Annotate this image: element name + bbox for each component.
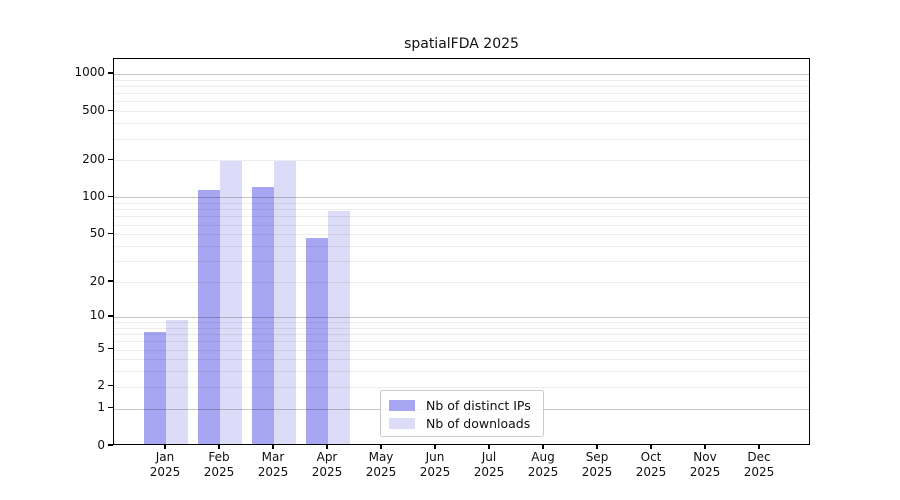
x-tick-mark	[380, 445, 382, 449]
minor-gridline	[114, 93, 809, 95]
y-tick-label: 0	[97, 437, 105, 452]
x-tick-label-jan: Jan 2025	[149, 450, 181, 479]
x-tick-label-jul: Jul 2025	[473, 450, 505, 479]
minor-gridline	[114, 85, 809, 87]
minor-gridline	[114, 322, 809, 323]
minor-gridline	[114, 224, 809, 226]
x-tick-mark	[326, 445, 328, 449]
y-tick-label: 100	[82, 188, 105, 203]
legend-row-downloads: Nb of downloads	[389, 414, 535, 432]
minor-gridline	[114, 123, 809, 125]
minor-gridline	[114, 79, 809, 81]
y-tick-label: 5	[97, 341, 105, 355]
minor-gridline	[114, 371, 809, 373]
plot-area: Nb of distinct IPs Nb of downloads	[113, 58, 810, 445]
bar-downloads-mar	[274, 161, 296, 444]
x-tick-mark	[650, 445, 652, 449]
y-tick-mark	[108, 109, 113, 111]
chart-legend: Nb of distinct IPs Nb of downloads	[380, 390, 544, 437]
x-tick-mark	[164, 445, 166, 449]
x-tick-mark	[704, 445, 706, 449]
minor-gridline	[114, 138, 809, 140]
minor-gridline	[114, 359, 809, 361]
x-tick-label-mar: Mar 2025	[257, 450, 289, 479]
minor-gridline	[114, 111, 809, 113]
x-tick-label-dec: Dec 2025	[743, 450, 775, 479]
y-tick-mark	[108, 158, 113, 161]
x-tick-mark	[596, 445, 598, 449]
minor-gridline	[114, 203, 809, 205]
y-tick-mark	[108, 232, 113, 234]
minor-gridline	[114, 282, 809, 284]
bar-distinct-ips-feb	[198, 190, 220, 444]
y-tick-mark	[108, 195, 113, 198]
bar-downloads-feb	[220, 161, 242, 444]
y-tick-label: 50	[89, 225, 105, 240]
y-tick-label: 1000	[74, 65, 105, 80]
minor-gridline	[114, 341, 809, 343]
minor-gridline	[114, 101, 809, 103]
major-gridline	[114, 197, 809, 199]
x-tick-mark	[542, 445, 544, 449]
chart-title: spatialFDA 2025	[404, 36, 519, 52]
bar-distinct-ips-jan	[144, 332, 166, 444]
x-tick-label-jun: Jun 2025	[419, 450, 451, 479]
minor-gridline	[114, 160, 809, 162]
major-gridline	[114, 316, 809, 318]
y-tick-mark	[108, 385, 113, 387]
y-tick-label: 10	[89, 308, 105, 323]
bar-distinct-ips-apr	[306, 237, 328, 444]
y-tick-label: 20	[89, 273, 105, 288]
minor-gridline	[114, 386, 809, 388]
x-tick-mark	[272, 445, 274, 449]
distinct-ips-label: Nb of distinct IPs	[426, 397, 531, 413]
x-tick-label-sep: Sep 2025	[581, 450, 613, 479]
x-tick-label-oct: Oct 2025	[635, 450, 667, 479]
minor-gridline	[114, 261, 809, 263]
x-tick-label-feb: Feb 2025	[203, 450, 235, 479]
y-tick-label: 1	[97, 400, 105, 415]
y-tick-mark	[108, 315, 113, 317]
minor-gridline	[114, 246, 809, 247]
x-tick-mark	[488, 445, 490, 449]
x-tick-mark	[434, 445, 436, 449]
downloads-swatch	[389, 417, 415, 429]
legend-row-distinct-ips: Nb of distinct IPs	[389, 396, 535, 414]
downloads-label: Nb of downloads	[426, 415, 531, 431]
bar-downloads-apr	[328, 210, 350, 444]
distinct-ips-swatch	[389, 399, 415, 411]
minor-gridline	[114, 349, 809, 351]
minor-gridline	[114, 234, 809, 236]
x-tick-mark	[218, 445, 220, 449]
minor-gridline	[114, 327, 809, 329]
x-tick-label-aug: Aug 2025	[527, 450, 559, 479]
minor-gridline	[114, 334, 809, 336]
y-tick-mark	[108, 407, 113, 409]
y-tick-mark	[108, 280, 113, 282]
minor-gridline	[114, 209, 809, 211]
major-gridline	[114, 73, 809, 75]
bar-downloads-jan	[166, 320, 188, 444]
y-tick-mark	[108, 444, 113, 446]
x-tick-label-apr: Apr 2025	[311, 450, 343, 479]
x-tick-mark	[758, 445, 760, 449]
x-tick-label-nov: Nov 2025	[689, 450, 721, 479]
y-tick-label: 500	[82, 102, 105, 117]
y-tick-mark	[108, 347, 113, 350]
y-tick-mark	[108, 72, 113, 74]
x-tick-label-may: May 2025	[365, 450, 397, 479]
bar-distinct-ips-mar	[252, 186, 274, 444]
y-tick-label: 200	[82, 151, 105, 166]
minor-gridline	[114, 216, 809, 218]
y-tick-label: 2	[97, 378, 105, 393]
